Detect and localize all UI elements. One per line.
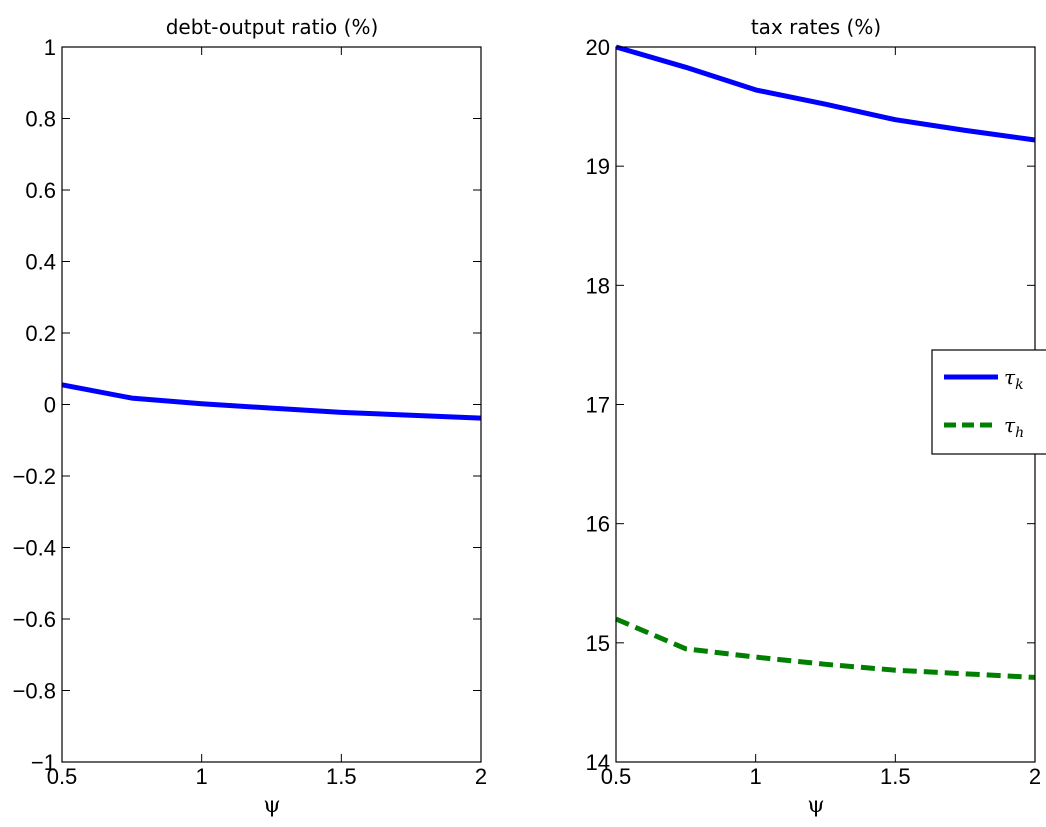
legend-label-tau-k: τk [1004, 365, 1024, 393]
tick-layer: 0.5 1 1.5 2 −1 −0.8 −0.6 −0.4 −0.2 0 0.2 0.4 0.6 0.8 1 [13, 35, 488, 789]
chart-title: tax rates (%) [751, 15, 881, 39]
x-axis-label: ψ [263, 793, 280, 818]
x-tick-label: 1.5 [326, 764, 357, 789]
x-axis-label: ψ [807, 793, 824, 818]
y-tick-label: −0.8 [13, 679, 56, 704]
series-layer [61, 382, 482, 421]
y-tick-label: −0.6 [13, 607, 56, 632]
legend-box [931, 349, 1046, 455]
y-tick-label: 20 [586, 35, 610, 60]
series-line-2 [615, 616, 1036, 680]
y-tick-label: −1 [31, 750, 56, 775]
legend-label-tau-h: τh [1004, 413, 1024, 441]
y-tick-label: 0.2 [25, 321, 56, 346]
y-tick-label: 0.8 [25, 107, 56, 132]
y-tick-label: 19 [586, 154, 610, 179]
y-tick-label: 0 [44, 393, 56, 418]
x-tick-label: 2 [1029, 764, 1041, 789]
y-tick-label: 1 [44, 35, 56, 60]
y-tick-label: −0.4 [13, 536, 56, 561]
tax-rates-chart: tax rates (%) 0.5 1 1.5 2 14 15 16 17 18 19 20 ψ τ… [586, 15, 1046, 818]
legend: τk τh [931, 349, 1046, 455]
series-line-1 [61, 382, 482, 421]
x-tick-label: 0.5 [601, 764, 632, 789]
series-layer [615, 44, 1036, 680]
y-tick-label: 18 [586, 273, 610, 298]
axes-frame [61, 46, 482, 763]
y-tick-label: 16 [586, 512, 610, 537]
debt-output-chart: debt-output ratio (%) 0.5 1 1.5 2 −1 −0.8 −0.6… [13, 15, 488, 818]
x-tick-label: 0.5 [47, 764, 78, 789]
y-tick-label: 14 [586, 750, 610, 775]
x-tick-label: 1 [196, 764, 208, 789]
series-line-1 [615, 44, 1036, 143]
x-tick-label: 2 [475, 764, 487, 789]
y-tick-label: 0.4 [25, 250, 56, 275]
y-tick-label: 0.6 [25, 178, 56, 203]
tick-layer: 0.5 1 1.5 2 14 15 16 17 18 19 20 [586, 35, 1042, 789]
x-tick-label: 1 [750, 764, 762, 789]
x-tick-label: 1.5 [880, 764, 911, 789]
chart-title: debt-output ratio (%) [166, 15, 379, 39]
y-tick-label: −0.2 [13, 464, 56, 489]
y-tick-label: 17 [586, 393, 610, 418]
y-tick-label: 15 [586, 631, 610, 656]
